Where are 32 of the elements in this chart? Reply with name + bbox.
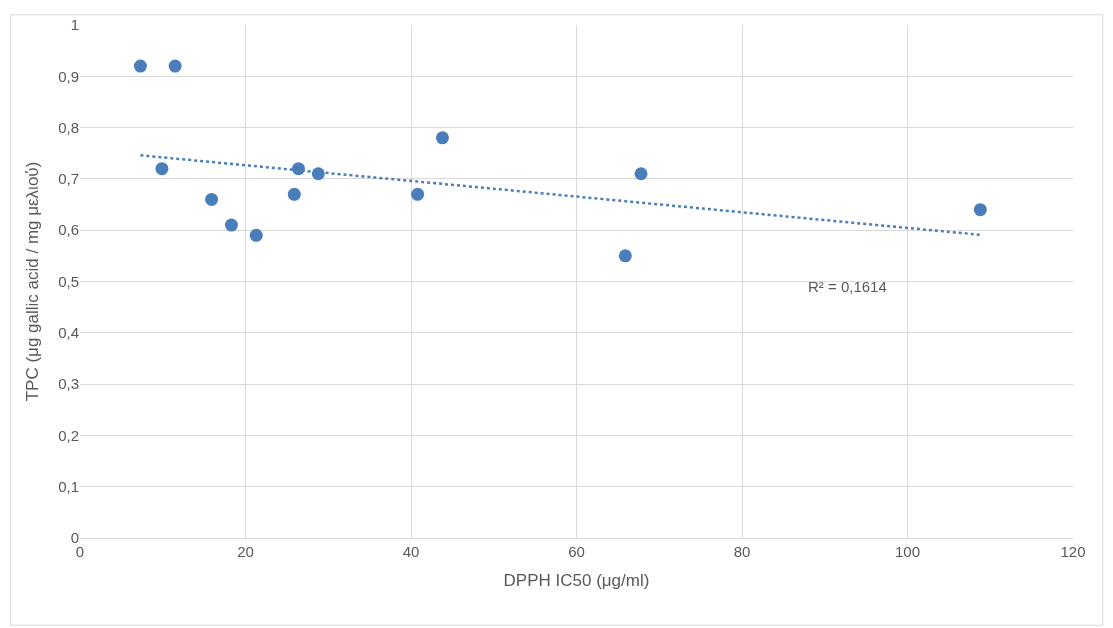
y-tick-label: 0,2 [58,426,79,444]
x-tick-label: 80 [733,543,751,560]
y-tick-label: 0,4 [58,324,79,342]
annotation: R² = 0,1614 [808,278,887,295]
y-tick-label: 0,7 [58,170,79,188]
x-tick-label: 120 [1060,543,1086,560]
y-tick-label: 0,9 [58,67,79,85]
y-tick-label: 0 [70,529,79,547]
point [224,218,238,232]
point [133,59,147,73]
point [249,228,263,242]
x-tick-label: 60 [568,543,585,560]
point [973,203,987,217]
point [634,167,648,181]
point [411,187,425,201]
point [155,162,169,176]
point [618,249,632,263]
y-tick-label: 0,3 [58,375,79,393]
x-tick-label: 100 [894,543,921,560]
y-tick-label: 0,8 [58,118,79,136]
y-tick-label: 0,6 [58,221,79,239]
x-axis-title: DPPH IC50 (μg/ml) [503,571,650,591]
point [168,59,182,73]
point [435,131,449,145]
x-tick-label: 20 [237,543,254,560]
y-tick-label: 0,5 [58,272,79,290]
point [205,192,219,206]
x-tick-label: 40 [402,543,420,560]
y-axis-title: TPC (μg gallic acid / mg μελιού) [22,161,42,402]
point [287,187,301,201]
y-tick-label: 0,1 [58,477,79,495]
y-tick-label: 1 [70,16,79,34]
